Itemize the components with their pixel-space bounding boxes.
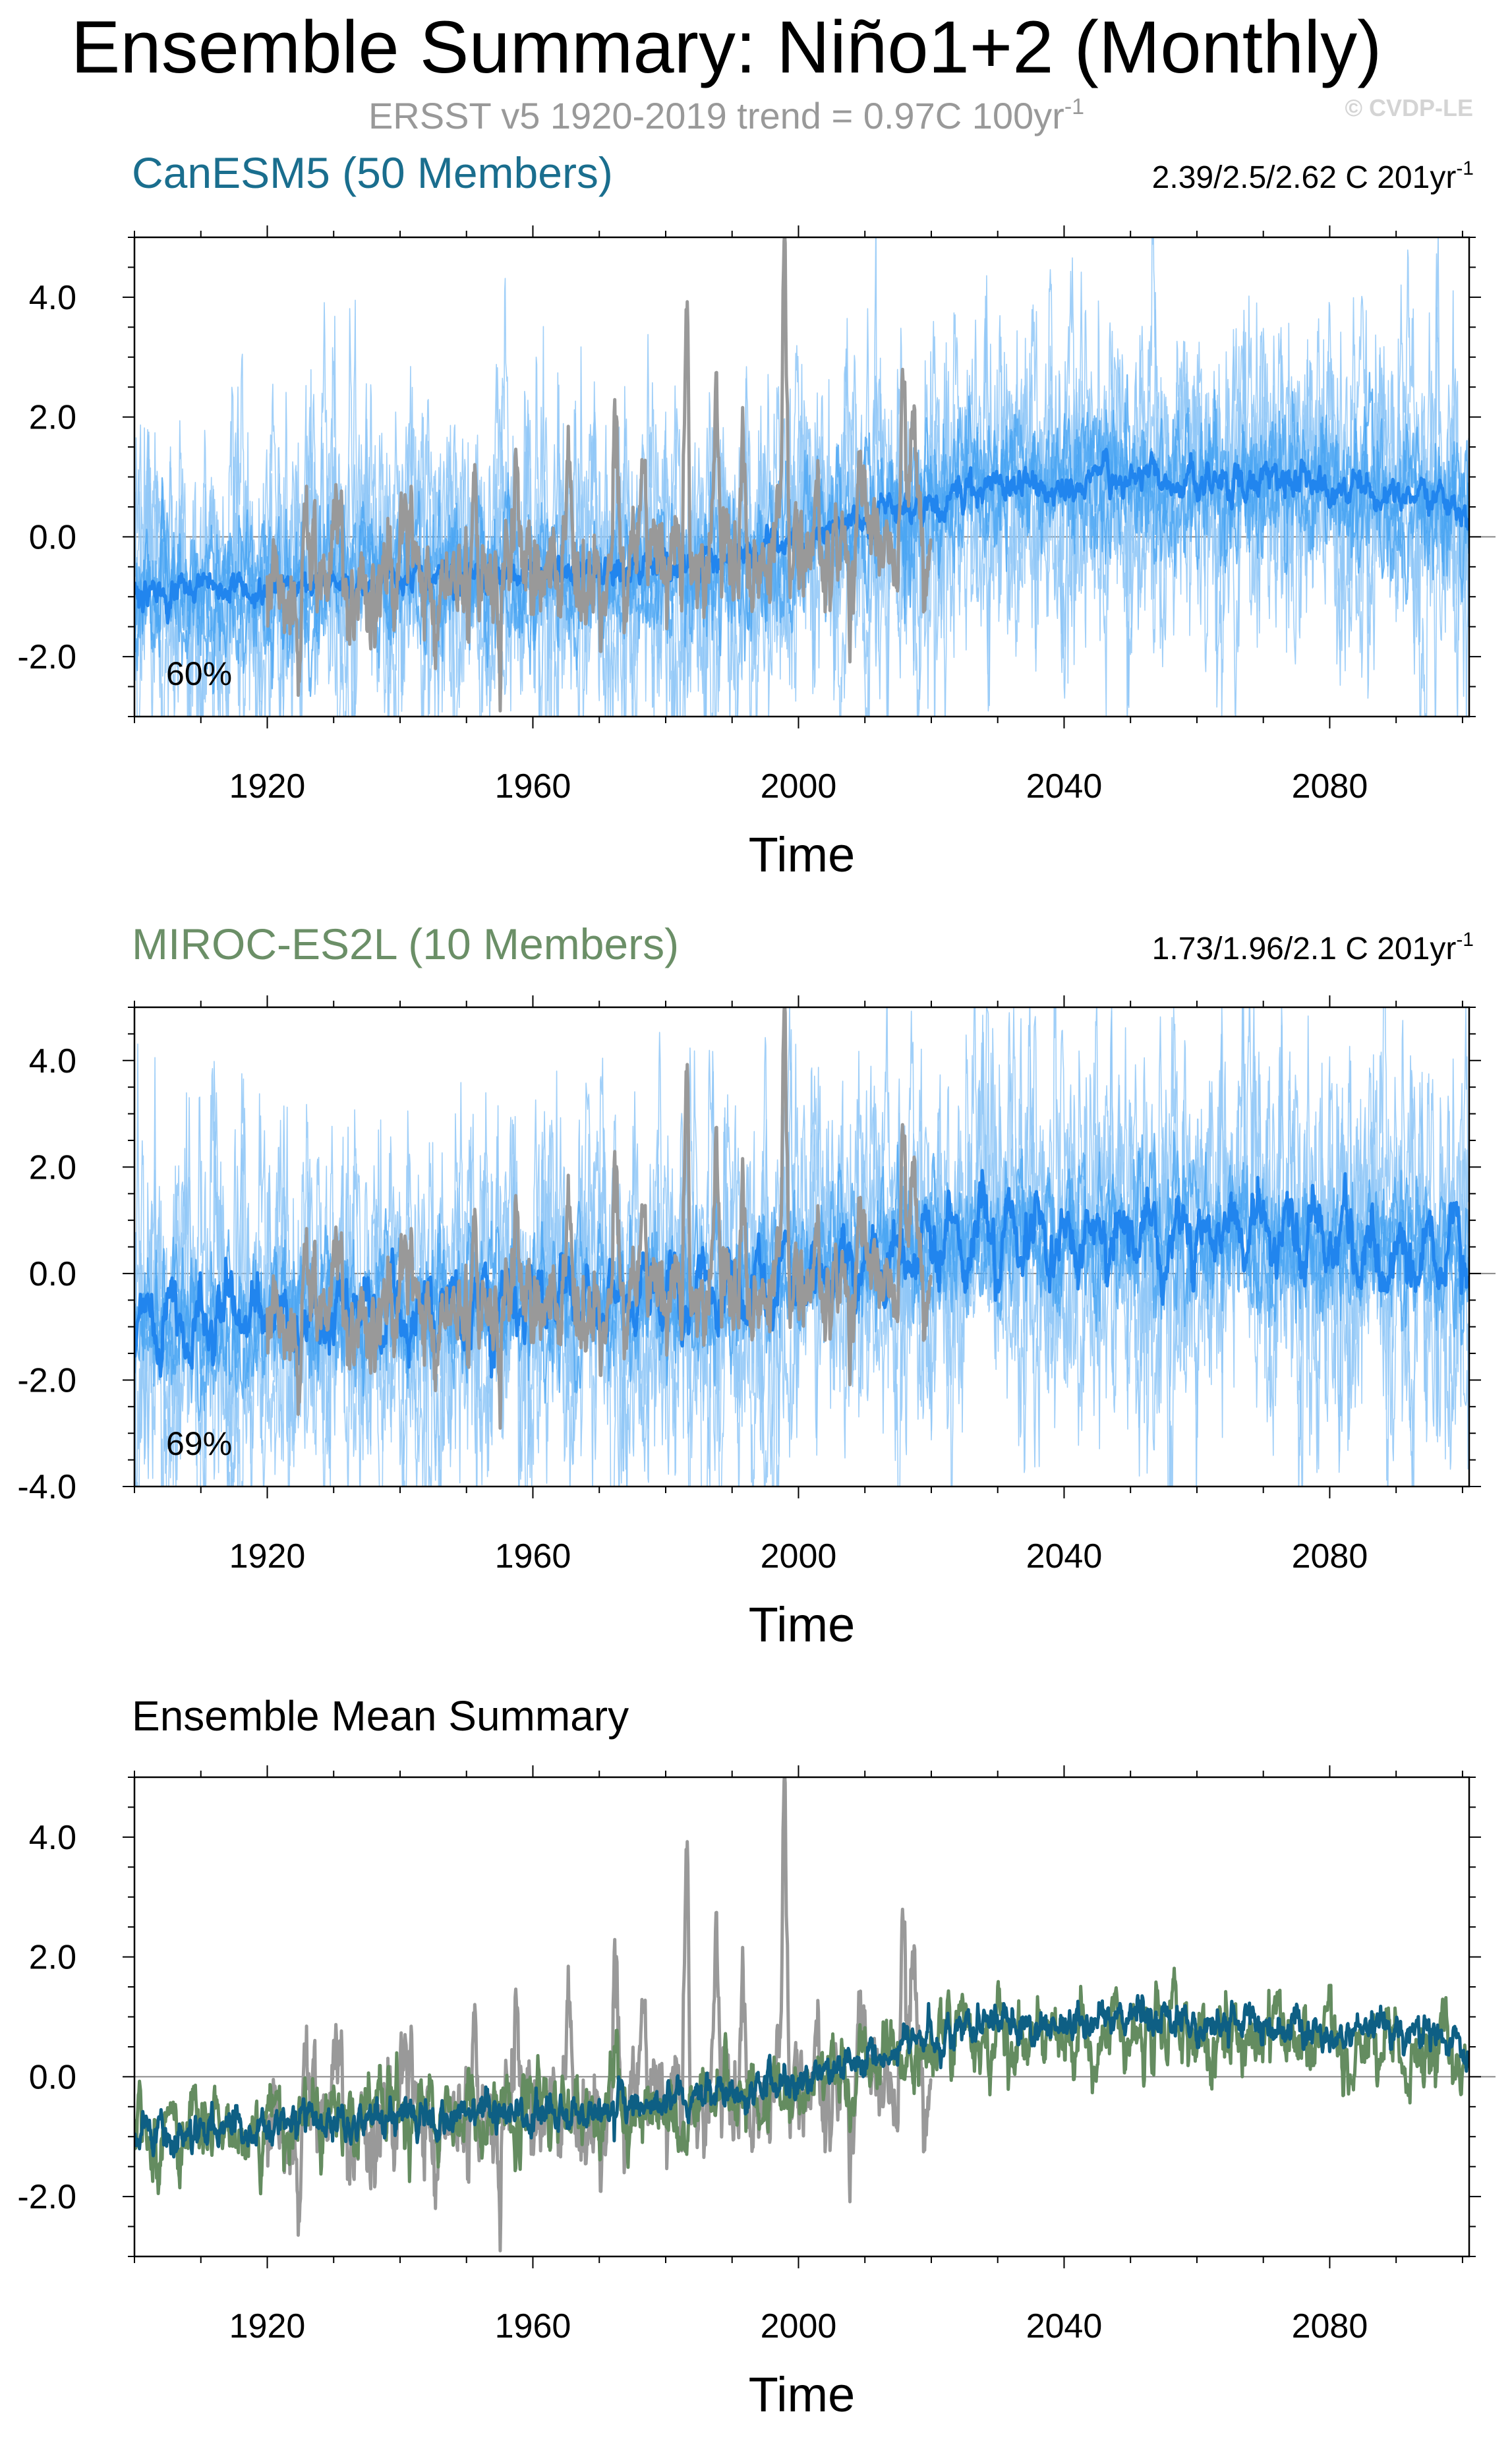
x-tick-label: 2040	[1026, 1537, 1103, 1576]
x-tick-label: 2000	[761, 2307, 837, 2345]
y-tick-label: 2.0	[29, 399, 76, 437]
x-tick-label: 2040	[1026, 767, 1103, 806]
y-tick-label: 0.0	[29, 518, 76, 556]
y-tick-label: -4.0	[17, 1468, 76, 1506]
plot-content	[134, 237, 1469, 717]
figure-subtitle: ERSST v5 1920-2019 trend = 0.97C 100yr-1	[368, 94, 1084, 136]
x-axis: 1920 1960 2000 2040 2080	[134, 995, 1463, 1576]
trend-sup: -1	[1456, 158, 1474, 179]
plot-content	[134, 1777, 1469, 2253]
series-line-canesm-mean	[134, 1993, 1469, 2159]
panel-miroc: MIROC-ES2L (10 Members) 1.73/1.96/2.1 C 2…	[17, 920, 1496, 1652]
x-tick-label: 2080	[1292, 1537, 1368, 1576]
x-tick-label: 2040	[1026, 2307, 1103, 2345]
y-tick-label: -2.0	[17, 638, 76, 676]
y-tick-label: 4.0	[29, 279, 76, 317]
percent-label: 60%	[166, 655, 232, 692]
series-line-observations	[266, 1007, 933, 1430]
plot-content	[134, 1007, 1469, 1487]
x-axis: 1920 1960 2000 2040 2080	[134, 225, 1463, 806]
panel-title: CanESM5 (50 Members)	[132, 148, 613, 197]
panel-canesm5: CanESM5 (50 Members) 2.39/2.5/2.62 C 201y…	[17, 148, 1496, 882]
subtitle-text: ERSST v5 1920-2019 trend = 0.97C 100yr	[368, 95, 1064, 136]
y-tick-label: -2.0	[17, 1361, 76, 1399]
trend-text: 1.73/1.96/2.1 C 201yr	[1152, 931, 1457, 966]
y-tick-label: 4.0	[29, 1042, 76, 1080]
x-axis-label: Time	[749, 2367, 856, 2422]
x-axis-label: Time	[749, 827, 856, 882]
y-tick-label: 2.0	[29, 1148, 76, 1187]
trend-text: 2.39/2.5/2.62 C 201yr	[1152, 160, 1457, 195]
watermark: © CVDP-LE	[1345, 94, 1473, 121]
y-tick-label: 0.0	[29, 1255, 76, 1293]
subtitle-sup: -1	[1064, 94, 1084, 119]
x-tick-label: 1960	[495, 767, 571, 806]
x-tick-label: 1920	[229, 767, 306, 806]
x-tick-label: 2080	[1292, 767, 1368, 806]
y-tick-label: 4.0	[29, 1819, 76, 1857]
trend-label: 2.39/2.5/2.62 C 201yr-1	[1152, 158, 1474, 195]
series-line-observations	[266, 237, 933, 713]
figure-title: Ensemble Summary: Niño1+2 (Monthly)	[71, 6, 1382, 88]
series-line-miroc-mean	[134, 1966, 1469, 2196]
x-tick-label: 2000	[761, 767, 837, 806]
y-axis: -4.0 -2.0 0.0 2.0 4.0	[17, 1007, 1481, 1506]
y-axis: -2.0 0.0 2.0 4.0	[17, 1777, 1481, 2257]
panel-title: Ensemble Mean Summary	[132, 1692, 629, 1740]
x-tick-label: 1960	[495, 2307, 571, 2345]
percent-label: 69%	[166, 1425, 232, 1462]
y-tick-label: 2.0	[29, 1939, 76, 1977]
x-tick-label: 1960	[495, 1537, 571, 1576]
x-axis-label: Time	[749, 1597, 856, 1652]
x-tick-label: 1920	[229, 1537, 306, 1576]
y-tick-label: -2.0	[17, 2178, 76, 2216]
y-axis: -2.0 0.0 2.0 4.0	[17, 237, 1481, 717]
plot-area	[134, 1777, 1469, 2256]
x-axis: 1920 1960 2000 2040 2080	[134, 1765, 1463, 2345]
x-tick-label: 2000	[761, 1537, 837, 1576]
panels: CanESM5 (50 Members) 2.39/2.5/2.62 C 201y…	[17, 148, 1496, 2422]
x-tick-label: 2080	[1292, 2307, 1368, 2345]
trend-sup: -1	[1456, 929, 1474, 951]
panel-title: MIROC-ES2L (10 Members)	[132, 920, 679, 968]
trend-label: 1.73/1.96/2.1 C 201yr-1	[1152, 929, 1474, 966]
y-tick-label: 0.0	[29, 2058, 76, 2096]
x-tick-label: 1920	[229, 2307, 306, 2345]
